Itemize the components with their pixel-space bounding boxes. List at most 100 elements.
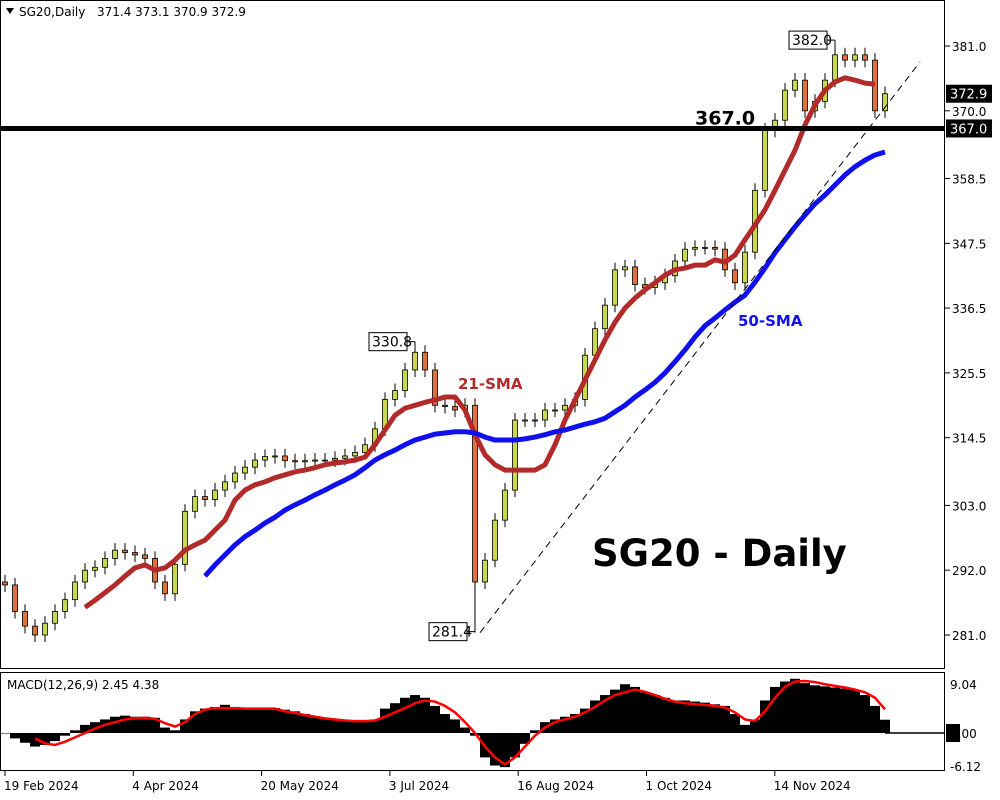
macd-histogram-bar: [830, 687, 840, 733]
candle-up[interactable]: [692, 247, 698, 250]
date-axis[interactable]: 19 Feb 2024 4 Apr 2024 20 May 2024 3 Jul 20…: [4, 771, 851, 793]
price-tick-label: 303.0: [952, 499, 986, 513]
price-tick-label: 325.5: [952, 367, 986, 381]
candle-up[interactable]: [832, 54, 838, 81]
candle-down[interactable]: [422, 351, 428, 371]
candle-down[interactable]: [22, 611, 28, 627]
candle-up[interactable]: [42, 622, 48, 636]
candle-up[interactable]: [352, 452, 358, 457]
candle-up[interactable]: [502, 489, 508, 521]
macd-histogram-bar: [60, 733, 70, 736]
candle-down[interactable]: [142, 554, 148, 559]
candle-up[interactable]: [392, 390, 398, 400]
candle-down[interactable]: [452, 406, 458, 411]
candle-up[interactable]: [702, 247, 708, 249]
candle-up[interactable]: [612, 269, 618, 306]
candle-up[interactable]: [512, 419, 518, 491]
candle-down[interactable]: [442, 404, 448, 407]
candle-up[interactable]: [402, 369, 408, 391]
macd-histogram-bar: [440, 714, 450, 733]
candle-up[interactable]: [322, 459, 328, 462]
candle-down[interactable]: [632, 266, 638, 285]
candle-up[interactable]: [882, 93, 888, 112]
candle-up[interactable]: [212, 489, 218, 500]
candle-down[interactable]: [202, 496, 208, 500]
candle-up[interactable]: [82, 569, 88, 583]
collapse-triangle-icon[interactable]: [6, 8, 14, 14]
candle-up[interactable]: [252, 459, 258, 468]
candle-down[interactable]: [132, 552, 138, 556]
candle-up[interactable]: [742, 251, 748, 284]
candle-down[interactable]: [802, 79, 808, 112]
candle-up[interactable]: [482, 559, 488, 583]
candle-up[interactable]: [792, 79, 798, 91]
candle-down[interactable]: [842, 54, 848, 61]
candle-up[interactable]: [242, 466, 248, 474]
candle-up[interactable]: [332, 457, 338, 461]
candle-down[interactable]: [282, 455, 288, 462]
candle-up[interactable]: [232, 472, 238, 483]
candle-down[interactable]: [862, 54, 868, 61]
candle-up[interactable]: [532, 419, 538, 422]
macd-tick-label: -6.12: [950, 760, 981, 774]
candle-down[interactable]: [162, 581, 168, 595]
candle-up[interactable]: [412, 351, 418, 371]
candle-down[interactable]: [472, 404, 478, 583]
candle-up[interactable]: [62, 599, 68, 612]
candle-up[interactable]: [602, 304, 608, 330]
candle-up[interactable]: [262, 456, 268, 461]
sma-21-line[interactable]: [83, 75, 876, 610]
macd-histogram-bar: [590, 700, 600, 733]
candle-up[interactable]: [362, 444, 368, 453]
macd-signal-line[interactable]: [34, 679, 886, 766]
macd-histogram-bar: [660, 697, 670, 733]
macd-histogram-bar: [820, 686, 830, 733]
candle-up[interactable]: [342, 455, 348, 459]
price-tick-label: 314.5: [952, 432, 986, 446]
candle-up[interactable]: [272, 455, 278, 458]
candle-down[interactable]: [732, 269, 738, 284]
candle-up[interactable]: [762, 129, 768, 191]
candle-up[interactable]: [522, 419, 528, 422]
candle-down[interactable]: [122, 549, 128, 553]
candle-up[interactable]: [492, 519, 498, 561]
candle-up[interactable]: [312, 459, 318, 462]
macd-histogram-bar: [210, 706, 220, 733]
candle-up[interactable]: [552, 409, 558, 412]
candle-up[interactable]: [562, 404, 568, 411]
macd-histogram-bar: [410, 695, 420, 733]
macd-histogram-bar: [640, 692, 650, 733]
trendline[interactable]: [479, 61, 921, 633]
macd-histogram-bar: [850, 689, 860, 733]
candle-up[interactable]: [542, 409, 548, 421]
candle-down[interactable]: [712, 247, 718, 250]
candle-up[interactable]: [852, 54, 858, 61]
candle-up[interactable]: [72, 581, 78, 601]
candle-up[interactable]: [192, 496, 198, 512]
candle-down[interactable]: [12, 584, 18, 612]
candle-up[interactable]: [782, 89, 788, 121]
date-tick-label: 19 Feb 2024: [4, 779, 79, 793]
candle-up[interactable]: [622, 266, 628, 271]
candle-down[interactable]: [2, 581, 8, 586]
candle-up[interactable]: [682, 248, 688, 262]
candle-up[interactable]: [222, 481, 228, 491]
candle-up[interactable]: [302, 460, 308, 463]
sma-21-label: 21-SMA: [458, 375, 523, 393]
candle-down[interactable]: [292, 460, 298, 463]
candle-up[interactable]: [112, 549, 118, 559]
candle-up[interactable]: [182, 510, 188, 565]
macd-histogram-bar: [600, 695, 610, 733]
date-tick-label: 14 Nov 2024: [774, 779, 851, 793]
price-axis[interactable]: 381.0 370.0 358.5 347.5 336.5 325.5 314.5 303.0…: [945, 40, 992, 643]
candle-up[interactable]: [52, 611, 58, 624]
candle-up[interactable]: [92, 566, 98, 571]
annotations: 382.0 330.8 281.4 21-SMA 50-SMA: [368, 30, 835, 642]
macd-histogram-bar: [310, 716, 320, 733]
candle-up[interactable]: [102, 558, 108, 568]
candle-up[interactable]: [172, 563, 178, 595]
sma-50-line[interactable]: [203, 149, 886, 578]
candle-down[interactable]: [32, 625, 38, 636]
price-tick-label: 281.0: [952, 629, 986, 643]
candle-down[interactable]: [432, 369, 438, 406]
